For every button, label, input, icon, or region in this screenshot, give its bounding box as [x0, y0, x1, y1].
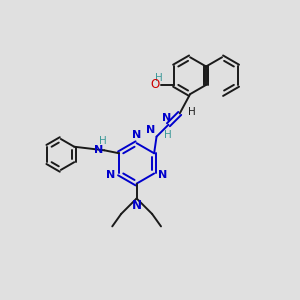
Text: N: N — [106, 170, 116, 180]
Text: N: N — [146, 125, 155, 135]
Text: N: N — [94, 145, 103, 155]
Text: N: N — [158, 170, 167, 180]
Text: H: H — [99, 136, 106, 146]
Text: H: H — [188, 107, 196, 117]
Text: N: N — [132, 199, 142, 212]
Text: N: N — [132, 130, 141, 140]
Text: H: H — [155, 73, 163, 83]
Text: H: H — [164, 130, 172, 140]
Text: N: N — [162, 113, 172, 123]
Text: O: O — [150, 78, 159, 92]
